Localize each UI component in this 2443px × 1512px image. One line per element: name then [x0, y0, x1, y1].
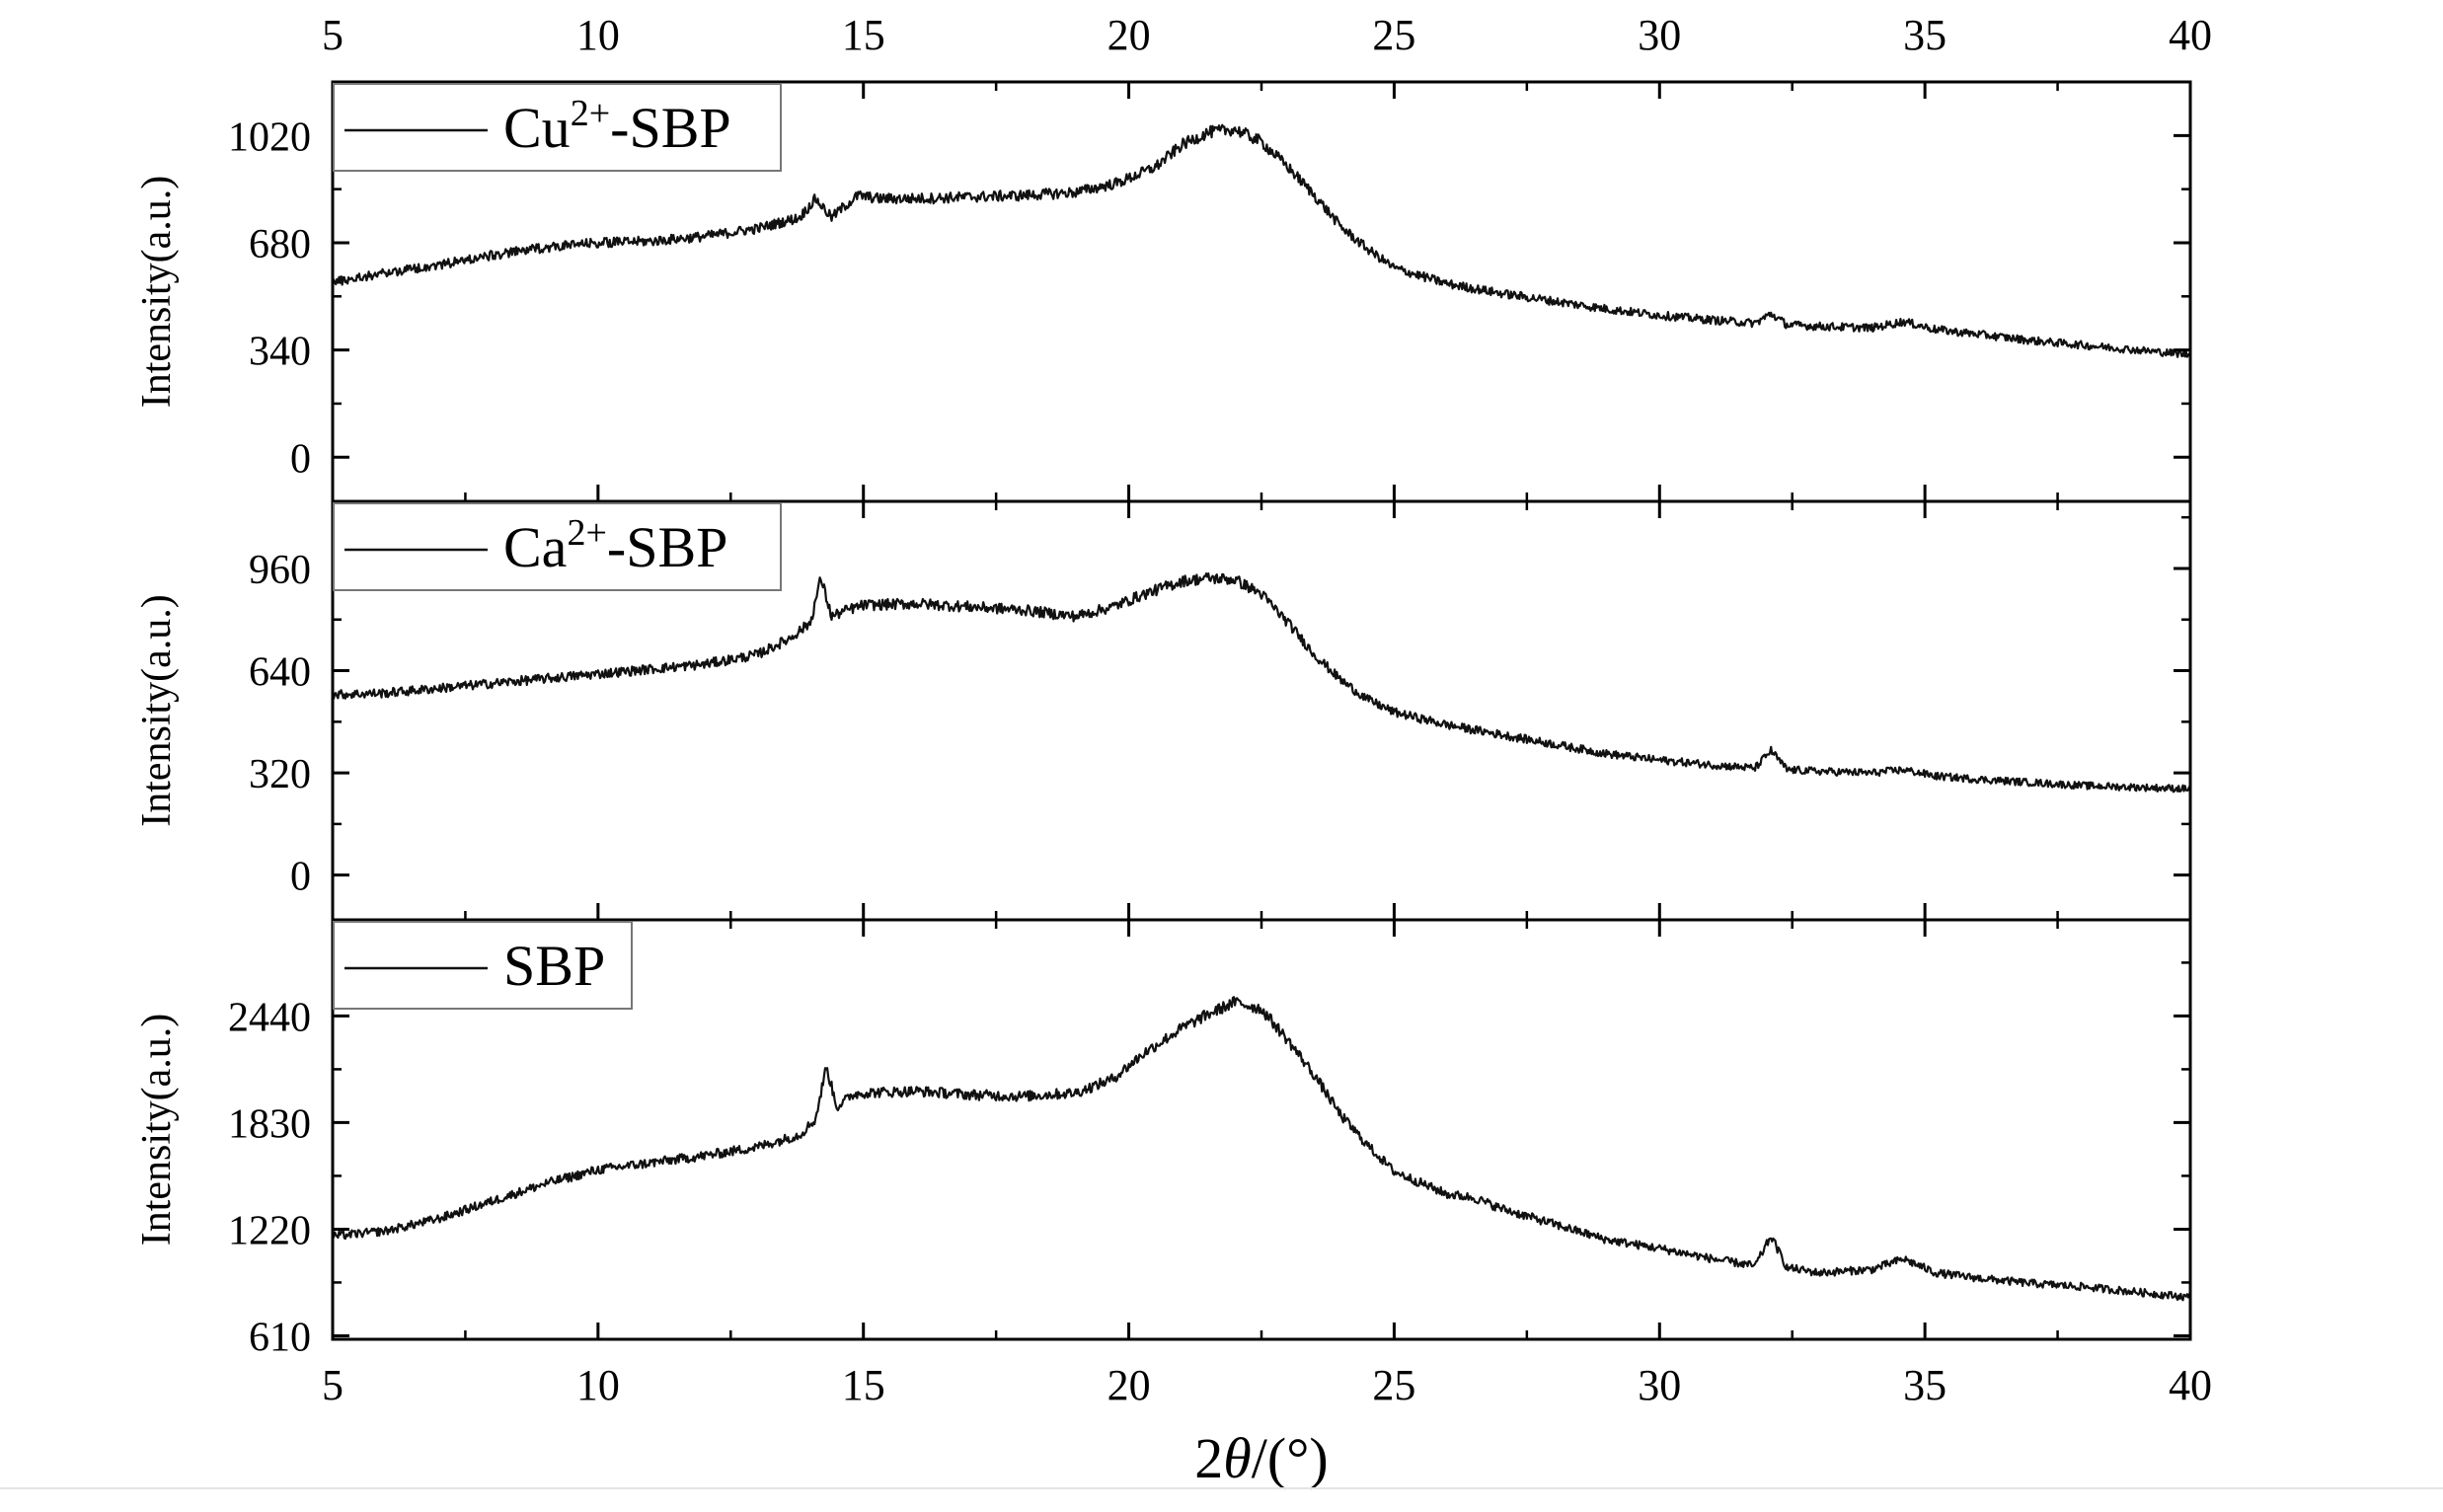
frame-layer — [331, 80, 2192, 1341]
y-tick-label: 0 — [290, 436, 311, 482]
y-tick-label: 320 — [249, 752, 311, 797]
x-tick-label-top: 20 — [1107, 11, 1151, 59]
x-tick-label-bottom: 30 — [1638, 1361, 1681, 1409]
x-tick-label-bottom: 35 — [1903, 1361, 1947, 1409]
legend-label: Ca2+-SBP — [503, 512, 727, 579]
tick-layer — [331, 82, 2192, 1339]
y-tick-label: 960 — [249, 548, 311, 593]
bottom-divider — [0, 1487, 2443, 1489]
y-tick-label: 0 — [290, 855, 311, 900]
x-tick-label-top: 10 — [576, 11, 620, 59]
y-tick-label: 1830 — [228, 1101, 311, 1147]
legend-box — [333, 83, 782, 172]
legend-3: SBP — [333, 921, 633, 1010]
series-line-2 — [332, 571, 2192, 794]
x-axis-label: 2θ/(°) — [1194, 1426, 1328, 1490]
x-tick-label-bottom: 5 — [322, 1361, 344, 1409]
series-line-3 — [332, 996, 2192, 1302]
y-tick-label: 340 — [249, 330, 311, 375]
series-line-1 — [331, 123, 2192, 359]
legend-label: SBP — [503, 934, 605, 998]
y-tick-label: 680 — [249, 222, 311, 267]
y-axis-label: Intensity(a.u.) — [134, 176, 180, 409]
legend-label: Cu2+-SBP — [503, 93, 731, 160]
legend-2: Ca2+-SBP — [333, 502, 782, 591]
x-tick-label-bottom: 20 — [1107, 1361, 1151, 1409]
x-tick-label-top: 5 — [322, 11, 344, 59]
y-tick-label: 640 — [249, 650, 311, 696]
legend-box — [333, 502, 782, 591]
x-tick-label-top: 40 — [2169, 11, 2212, 59]
legend-1: Cu2+-SBP — [333, 83, 782, 172]
y-tick-label: 610 — [249, 1315, 311, 1360]
x-tick-label-top: 30 — [1638, 11, 1681, 59]
y-tick-label: 1020 — [228, 114, 311, 160]
x-tick-label-top: 35 — [1903, 11, 1947, 59]
x-tick-label-top: 15 — [842, 11, 885, 59]
y-tick-label: 1220 — [228, 1208, 311, 1253]
legend-layer: Cu2+-SBP Ca2+-SBP SBP — [333, 83, 782, 1010]
y-tick-label: 2440 — [228, 995, 311, 1040]
label-layer: 10206803400Intensity(a.u.)9606403200Inte… — [134, 11, 2212, 1490]
y-axis-label: Intensity(a.u.) — [134, 594, 180, 827]
y-axis-label: Intensity(a.u.) — [134, 1014, 180, 1247]
x-tick-label-bottom: 25 — [1372, 1361, 1415, 1409]
series-layer — [331, 123, 2192, 1302]
x-tick-label-bottom: 40 — [2169, 1361, 2212, 1409]
x-tick-label-bottom: 15 — [842, 1361, 885, 1409]
legend-box — [333, 921, 633, 1010]
x-tick-label-top: 25 — [1372, 11, 1415, 59]
x-tick-label-bottom: 10 — [576, 1361, 620, 1409]
